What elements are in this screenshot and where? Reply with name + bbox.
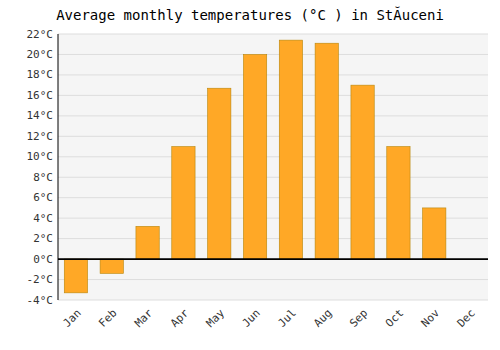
x-tick-label: Nov bbox=[419, 306, 443, 330]
bar bbox=[423, 208, 446, 259]
y-tick-label: 14°C bbox=[27, 109, 54, 122]
bar bbox=[315, 43, 338, 259]
bar bbox=[387, 147, 410, 260]
grid-line bbox=[58, 136, 488, 137]
y-tick-label: -2°C bbox=[27, 273, 54, 286]
grid-line bbox=[58, 156, 488, 157]
y-tick-label: 2°C bbox=[33, 232, 53, 245]
y-tick-label: 20°C bbox=[27, 48, 54, 61]
grid-line bbox=[58, 54, 488, 55]
y-tick-label: 22°C bbox=[27, 28, 54, 41]
x-tick-label: Dec bbox=[455, 307, 478, 330]
x-tick-label: Jul bbox=[275, 307, 298, 330]
plot-background bbox=[58, 34, 488, 300]
bar bbox=[243, 54, 266, 259]
bar bbox=[279, 40, 302, 259]
y-tick-label: 0°C bbox=[33, 253, 53, 266]
bars bbox=[64, 40, 446, 293]
grid-line bbox=[58, 197, 488, 198]
x-tick-label: Mar bbox=[132, 306, 156, 330]
x-tick-label: Jun bbox=[240, 307, 263, 330]
x-tick-label: Feb bbox=[96, 307, 119, 330]
x-tick-labels: Jan Feb Mar Apr May Jun Jul Aug Sep Oct Nov Dec bbox=[60, 306, 477, 330]
y-tick-label: 18°C bbox=[27, 68, 54, 81]
y-tick-label: 6°C bbox=[33, 191, 53, 204]
baseline bbox=[58, 258, 488, 260]
grid-line bbox=[58, 74, 488, 75]
grid bbox=[58, 34, 488, 300]
grid-line bbox=[58, 115, 488, 116]
page: {"chart_data": {"type": "bar", "title": … bbox=[0, 0, 500, 350]
y-tick-label: -4°C bbox=[27, 294, 54, 307]
bar bbox=[100, 259, 123, 273]
grid-line bbox=[58, 259, 488, 260]
grid-line bbox=[58, 177, 488, 178]
bar bbox=[208, 88, 231, 259]
x-tick-label: Aug bbox=[311, 307, 334, 330]
bar bbox=[136, 226, 159, 259]
y-tick-label: 4°C bbox=[33, 212, 53, 225]
y-tick-label: 10°C bbox=[27, 150, 54, 163]
chart: -4°C -2°C 0°C 2°C 4°C 6°C 8°C 10°C 12°C 14°C 16°C 1… bbox=[0, 0, 500, 350]
grid-line bbox=[58, 34, 488, 35]
x-tick-label: Sep bbox=[347, 307, 370, 330]
title: Average monthly temperatures (°C ) in St… bbox=[56, 6, 444, 23]
y-tick-label: 12°C bbox=[27, 130, 54, 143]
grid-line bbox=[58, 300, 488, 301]
grid-line bbox=[58, 279, 488, 280]
x-tick-label: May bbox=[204, 306, 228, 330]
bar bbox=[172, 147, 195, 260]
x-tick-label: Apr bbox=[168, 306, 192, 330]
bar bbox=[64, 259, 87, 293]
x-tick-label: Oct bbox=[383, 307, 406, 330]
y-tick-label: 16°C bbox=[27, 89, 54, 102]
y-tick-label: 8°C bbox=[33, 171, 53, 184]
y-tick-labels: -4°C -2°C 0°C 2°C 4°C 6°C 8°C 10°C 12°C 14°C 16°C 1… bbox=[27, 28, 54, 307]
x-tick-label: Jan bbox=[60, 307, 83, 330]
y-axis-line bbox=[58, 34, 59, 300]
grid-line bbox=[58, 95, 488, 96]
bar bbox=[351, 85, 374, 259]
